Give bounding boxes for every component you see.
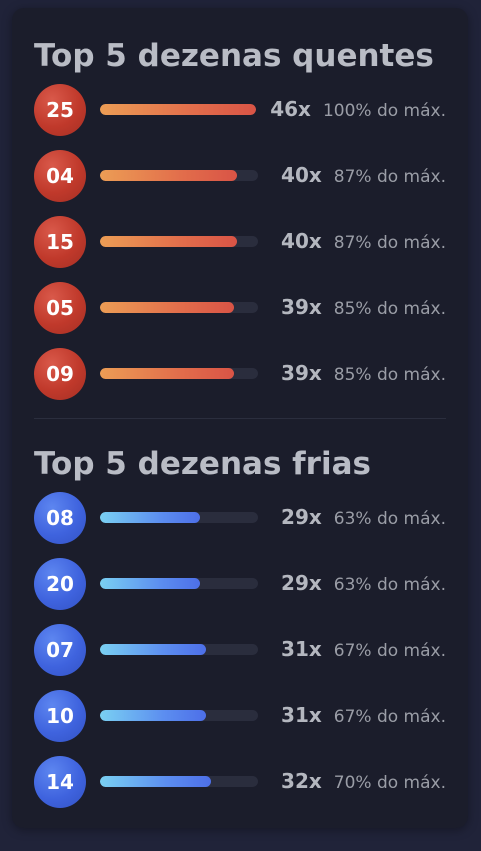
hot-number-ball: 15 <box>34 216 86 268</box>
hot-frequency-bar-track <box>100 236 258 247</box>
cold-frequency-bar-fill <box>100 776 211 787</box>
hot-frequency-bar-fill <box>100 302 235 313</box>
cold-numbers-section: Top 5 dezenas frias 08 29x 63% do máx. 20 29… <box>34 442 446 820</box>
cold-frequency-bar-fill <box>100 710 206 721</box>
hot-frequency-bar-track <box>100 302 258 313</box>
section-divider <box>34 418 446 419</box>
hot-number-row: 05 39x 85% do máx. <box>34 280 446 346</box>
hot-frequency-bar-track <box>100 104 257 115</box>
cold-percent-of-max: 67% do máx. <box>333 707 446 727</box>
hot-frequency-bar-fill <box>100 368 235 379</box>
hot-occurrence-count: 39x <box>281 295 322 319</box>
hot-number-ball: 09 <box>34 348 86 400</box>
cold-frequency-bar-fill <box>100 512 200 523</box>
cold-number-row: 20 29x 63% do máx. <box>34 556 446 622</box>
hot-frequency-bar-track <box>100 170 258 181</box>
cold-section-title: Top 5 dezenas frias <box>34 446 371 482</box>
hot-percent-of-max: 85% do máx. <box>333 365 446 385</box>
hot-frequency-bar-fill <box>100 104 257 115</box>
cold-occurrence-count: 31x <box>281 637 322 661</box>
hot-frequency-meta: 40x 87% do máx. <box>281 229 446 253</box>
cold-frequency-bar-track <box>100 512 258 523</box>
cold-frequency-meta: 31x 67% do máx. <box>281 703 446 727</box>
hot-number-row: 04 40x 87% do máx. <box>34 148 446 214</box>
hot-frequency-meta: 40x 87% do máx. <box>281 163 446 187</box>
cold-percent-of-max: 67% do máx. <box>333 641 446 661</box>
hot-number-ball: 25 <box>34 84 86 136</box>
cold-frequency-meta: 29x 63% do máx. <box>281 505 446 529</box>
cold-frequency-meta: 32x 70% do máx. <box>281 769 446 793</box>
cold-occurrence-count: 29x <box>281 571 322 595</box>
cold-percent-of-max: 70% do máx. <box>333 773 446 793</box>
hot-occurrence-count: 40x <box>281 163 322 187</box>
hot-number-row: 25 46x 100% do máx. <box>34 82 446 148</box>
cold-number-ball: 20 <box>34 558 86 610</box>
cold-frequency-bar-track <box>100 776 258 787</box>
hot-occurrence-count: 46x <box>270 97 311 121</box>
cold-frequency-bar-track <box>100 644 258 655</box>
stats-card: Top 5 dezenas quentes 25 46x 100% do máx. 0… <box>12 8 468 828</box>
cold-occurrence-count: 31x <box>281 703 322 727</box>
hot-number-ball: 04 <box>34 150 86 202</box>
cold-number-row: 14 32x 70% do máx. <box>34 754 446 820</box>
cold-frequency-bar-fill <box>100 578 200 589</box>
hot-percent-of-max: 87% do máx. <box>333 233 446 253</box>
hot-frequency-bar-fill <box>100 170 238 181</box>
cold-number-row: 08 29x 63% do máx. <box>34 490 446 556</box>
cold-number-ball: 08 <box>34 492 86 544</box>
hot-frequency-bar-track <box>100 368 258 379</box>
cold-frequency-bar-track <box>100 578 258 589</box>
hot-percent-of-max: 87% do máx. <box>333 167 446 187</box>
cold-percent-of-max: 63% do máx. <box>333 575 446 595</box>
cold-occurrence-count: 29x <box>281 505 322 529</box>
cold-frequency-bar-track <box>100 710 258 721</box>
hot-section-title: Top 5 dezenas quentes <box>34 38 434 74</box>
hot-numbers-section: Top 5 dezenas quentes 25 46x 100% do máx. 0… <box>34 34 446 412</box>
cold-frequency-meta: 29x 63% do máx. <box>281 571 446 595</box>
cold-percent-of-max: 63% do máx. <box>333 509 446 529</box>
hot-frequency-meta: 39x 85% do máx. <box>281 361 446 385</box>
cold-numbers-list: 08 29x 63% do máx. 20 29x 63% do máx. 07 31x 67%… <box>34 490 446 820</box>
cold-frequency-bar-fill <box>100 644 206 655</box>
hot-number-row: 09 39x 85% do máx. <box>34 346 446 412</box>
cold-frequency-meta: 31x 67% do máx. <box>281 637 446 661</box>
hot-percent-of-max: 100% do máx. <box>322 101 446 121</box>
hot-percent-of-max: 85% do máx. <box>333 299 446 319</box>
cold-number-ball: 07 <box>34 624 86 676</box>
cold-number-ball: 10 <box>34 690 86 742</box>
cold-number-row: 07 31x 67% do máx. <box>34 622 446 688</box>
hot-occurrence-count: 39x <box>281 361 322 385</box>
hot-number-ball: 05 <box>34 282 86 334</box>
hot-numbers-list: 25 46x 100% do máx. 04 40x 87% do máx. 15 40x 87… <box>34 82 446 412</box>
hot-frequency-bar-fill <box>100 236 238 247</box>
cold-occurrence-count: 32x <box>281 769 322 793</box>
cold-number-row: 10 31x 67% do máx. <box>34 688 446 754</box>
hot-frequency-meta: 46x 100% do máx. <box>270 97 446 121</box>
hot-frequency-meta: 39x 85% do máx. <box>281 295 446 319</box>
cold-number-ball: 14 <box>34 756 86 808</box>
hot-occurrence-count: 40x <box>281 229 322 253</box>
hot-number-row: 15 40x 87% do máx. <box>34 214 446 280</box>
